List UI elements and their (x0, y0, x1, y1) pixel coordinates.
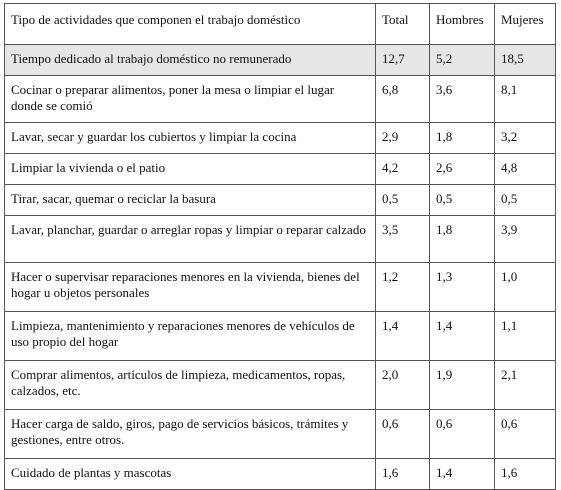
table-row: Tirar, sacar, quemar o reciclar la basur… (4, 184, 556, 216)
cell-total: 4,2 (375, 153, 430, 185)
table-row: Limpieza, mantenimiento y reparaciones m… (4, 311, 556, 361)
cell-hombres: 2,6 (429, 153, 495, 185)
cell-mujeres: 0,5 (494, 184, 556, 216)
cell-mujeres: 18,5 (494, 44, 556, 76)
cell-mujeres: 1,6 (494, 458, 556, 490)
cell-activity: Hacer o supervisar reparaciones menores … (4, 262, 376, 312)
cell-hombres: 1,8 (429, 215, 495, 263)
cell-activity: Lavar, planchar, guardar o arreglar ropa… (4, 215, 376, 263)
cell-total: 1,4 (375, 311, 430, 361)
cell-mujeres: 2,1 (494, 360, 556, 410)
cell-hombres: 1,4 (429, 458, 495, 490)
table-container: Tipo de actividades que componen el trab… (4, 3, 556, 490)
header-total: Total (375, 3, 430, 45)
cell-mujeres: 8,1 (494, 75, 556, 123)
table-row: Lavar, secar y guardar los cubiertos y l… (4, 122, 556, 154)
cell-hombres: 3,6 (429, 75, 495, 123)
header-hombres: Hombres (429, 3, 495, 45)
table-row: Hacer o supervisar reparaciones menores … (4, 262, 556, 312)
cell-mujeres: 4,8 (494, 153, 556, 185)
table-row: Lavar, planchar, guardar o arreglar ropa… (4, 215, 556, 263)
cell-hombres: 5,2 (429, 44, 495, 76)
cell-total: 1,6 (375, 458, 430, 490)
cell-hombres: 1,8 (429, 122, 495, 154)
cell-total: 0,5 (375, 184, 430, 216)
cell-hombres: 1,9 (429, 360, 495, 410)
cell-activity: Limpiar la vivienda o el patio (4, 153, 376, 185)
cell-total: 6,8 (375, 75, 430, 123)
cell-hombres: 1,4 (429, 311, 495, 361)
domestic-work-table: Tipo de actividades que componen el trab… (4, 3, 556, 490)
cell-mujeres: 1,0 (494, 262, 556, 312)
cell-activity: Hacer carga de saldo, giros, pago de ser… (4, 409, 376, 459)
cell-mujeres: 1,1 (494, 311, 556, 361)
cell-activity: Tirar, sacar, quemar o reciclar la basur… (4, 184, 376, 216)
cell-mujeres: 3,2 (494, 122, 556, 154)
cell-activity: Lavar, secar y guardar los cubiertos y l… (4, 122, 376, 154)
header-mujeres: Mujeres (494, 3, 556, 45)
table-row: Hacer carga de saldo, giros, pago de ser… (4, 409, 556, 459)
cell-activity: Cocinar o preparar alimentos, poner la m… (4, 75, 376, 123)
cell-total: 2,9 (375, 122, 430, 154)
table-row: Cocinar o preparar alimentos, poner la m… (4, 75, 556, 123)
cell-total: 3,5 (375, 215, 430, 263)
cell-total: 12,7 (375, 44, 430, 76)
table-row: Limpiar la vivienda o el patio 4,2 2,6 4… (4, 153, 556, 185)
cell-mujeres: 3,9 (494, 215, 556, 263)
cell-total: 0,6 (375, 409, 430, 459)
cell-mujeres: 0,6 (494, 409, 556, 459)
cell-hombres: 0,6 (429, 409, 495, 459)
cell-activity: Cuidado de plantas y mascotas (4, 458, 376, 490)
table-row: Cuidado de plantas y mascotas 1,6 1,4 1,… (4, 458, 556, 490)
cell-activity: Comprar alimentos, artículos de limpieza… (4, 360, 376, 410)
cell-total: 1,2 (375, 262, 430, 312)
header-activity: Tipo de actividades que componen el trab… (4, 3, 376, 45)
table-header-row: Tipo de actividades que componen el trab… (4, 3, 556, 45)
table-row: Tiempo dedicado al trabajo doméstico no … (4, 44, 556, 76)
cell-total: 2,0 (375, 360, 430, 410)
table-row: Comprar alimentos, artículos de limpieza… (4, 360, 556, 410)
cell-activity: Tiempo dedicado al trabajo doméstico no … (4, 44, 376, 76)
cell-hombres: 0,5 (429, 184, 495, 216)
cell-hombres: 1,3 (429, 262, 495, 312)
cell-activity: Limpieza, mantenimiento y reparaciones m… (4, 311, 376, 361)
